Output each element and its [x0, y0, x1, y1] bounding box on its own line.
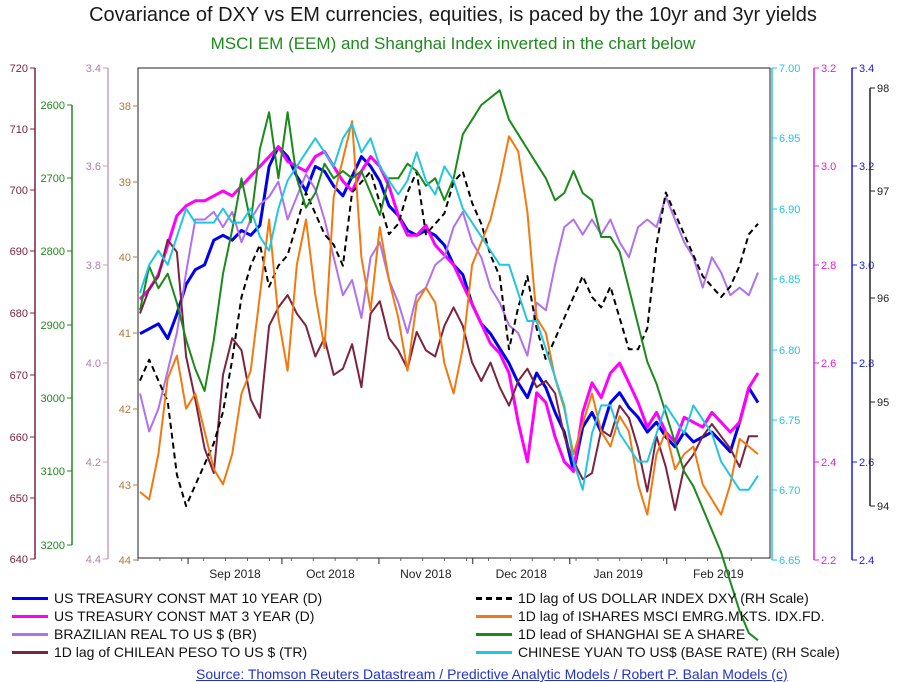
x-tick-label: Dec 2018: [496, 567, 548, 581]
axis-tick-label-ust3r: 2.6: [821, 358, 836, 370]
legend-label: US TREASURY CONST MAT 10 YEAR (D): [54, 590, 323, 606]
legend-item: 1D lag of CHILEAN PESO TO US $ (TR): [12, 644, 307, 660]
legend-label: 1D lag of ISHARES MSCI EMRG.MKTS. IDX.FD…: [518, 608, 825, 624]
legend-label: 1D lag of CHILEAN PESO TO US $ (TR): [54, 644, 308, 660]
axis-tick-label-brl: 39: [119, 177, 131, 189]
axis-tick-label-ust3: 4.2: [86, 457, 101, 469]
axis-tick-label-ust3r: 2.2: [821, 555, 836, 567]
axis-tick-label-ust10: 3.2: [859, 161, 874, 173]
legend-label: CHINESE YUAN TO US$ (BASE RATE) (RH Scal…: [518, 644, 840, 660]
legend-swatch: [476, 614, 512, 618]
axis-tick-label-ust10: 3.4: [859, 63, 874, 75]
axis-tick-label-ust3r: 3.2: [821, 63, 836, 75]
axis-tick-label-ust10: 3.0: [859, 260, 874, 272]
axis-tick-label-dxy: 97: [877, 186, 889, 198]
axis-tick-label-brl: 40: [119, 252, 131, 264]
series-line-5: [139, 120, 759, 516]
axis-tick-label-ust3: 3.4: [86, 63, 101, 75]
source-link[interactable]: Source: Thomson Reuters Datastream / Pre…: [196, 666, 788, 682]
x-tick-label: Sep 2018: [209, 567, 261, 581]
axis-tick-label-brl: 44: [119, 555, 131, 567]
axis-tick-label-chilean: 660: [10, 432, 28, 444]
series-line-2: [139, 173, 759, 433]
axis-tick-label-shanghai: 2900: [41, 320, 65, 332]
axis-tick-label-shanghai: 2800: [41, 246, 65, 258]
legend-item: US TREASURY CONST MAT 10 YEAR (D): [12, 590, 322, 606]
legend-item: US TREASURY CONST MAT 3 YEAR (D): [12, 608, 314, 624]
series-line-4: [139, 170, 759, 507]
axis-tick-label-chilean: 690: [10, 246, 28, 258]
axis-tick-label-dxy: 96: [877, 293, 889, 305]
x-tick-label: Feb 2019: [693, 567, 744, 581]
legend-swatch: [12, 632, 48, 636]
axis-tick-label-cny: 6.80: [779, 345, 800, 357]
legend-item: 1D lag of ISHARES MSCI EMRG.MKTS. IDX.FD…: [476, 608, 825, 624]
axis-tick-label-chilean: 640: [10, 554, 28, 566]
axis-tick-label-ust3: 3.8: [86, 260, 101, 272]
axis-tick-label-shanghai: 3200: [41, 540, 65, 552]
axis-tick-label-shanghai: 2700: [41, 173, 65, 185]
axis-tick-label-cny: 6.75: [779, 415, 800, 427]
axis-tick-label-cny: 6.70: [779, 485, 800, 497]
series-line-0: [139, 145, 760, 473]
axis-tick-label-ust10: 2.4: [859, 555, 874, 567]
legend-item: 1D lead of SHANGHAI SE A SHARE: [476, 626, 745, 642]
legend-label: 1D lag of US DOLLAR INDEX DXY (RH Scale): [518, 590, 809, 606]
axis-tick-label-chilean: 680: [10, 308, 28, 320]
axis-tick-label-shanghai: 3000: [41, 393, 65, 405]
axis-tick-label-cny: 6.85: [779, 274, 800, 286]
axis-tick-label-ust3r: 2.4: [821, 457, 836, 469]
x-tick-label: Nov 2018: [400, 567, 452, 581]
series-line-3: [139, 238, 758, 511]
legend-item: BRAZILIAN REAL TO US $ (BR): [12, 626, 257, 642]
axis-tick-label-cny: 7.00: [779, 63, 800, 75]
legend-label: US TREASURY CONST MAT 3 YEAR (D): [54, 608, 315, 624]
axis-tick-label-ust3: 4.0: [86, 358, 101, 370]
axis-tick-label-ust3: 4.4: [86, 554, 101, 566]
axis-tick-label-cny: 6.90: [779, 204, 800, 216]
axis-tick-label-brl: 42: [119, 404, 131, 416]
axis-tick-label-dxy: 95: [877, 397, 889, 409]
axis-tick-label-cny: 6.95: [779, 133, 800, 145]
legend-label: BRAZILIAN REAL TO US $ (BR): [54, 626, 257, 642]
axis-tick-label-dxy: 98: [877, 83, 889, 95]
x-tick-label: Oct 2018: [306, 567, 355, 581]
legend-swatch: [476, 596, 512, 600]
axis-tick-label-ust10: 2.6: [859, 457, 874, 469]
x-tick-label: Jan 2019: [594, 567, 644, 581]
chart-subtitle: MSCI EM (EEM) and Shanghai Index inverte…: [210, 34, 696, 53]
axis-tick-label-brl: 41: [119, 328, 131, 340]
legend-swatch: [12, 614, 48, 618]
axis-tick-label-ust3r: 2.8: [821, 260, 836, 272]
axis-tick-label-chilean: 670: [10, 370, 28, 382]
legend-label: 1D lead of SHANGHAI SE A SHARE: [518, 626, 746, 642]
axis-tick-label-ust3: 3.6: [86, 161, 101, 173]
axis-tick-label-dxy: 94: [877, 501, 889, 513]
axis-tick-label-brl: 43: [119, 480, 131, 492]
axis-tick-label-chilean: 700: [10, 185, 28, 197]
legend-swatch: [476, 650, 512, 654]
axis-tick-label-brl: 38: [119, 101, 131, 113]
series-line-6: [139, 89, 759, 642]
axis-tick-label-shanghai: 3100: [41, 466, 65, 478]
axis-tick-label-chilean: 710: [10, 124, 28, 136]
axis-tick-label-ust10: 2.8: [859, 358, 874, 370]
axis-tick-label-chilean: 720: [10, 63, 28, 75]
legend-swatch: [12, 650, 48, 654]
legend-swatch: [12, 596, 48, 600]
axis-tick-label-chilean: 650: [10, 493, 28, 505]
legend-item: 1D lag of US DOLLAR INDEX DXY (RH Scale): [476, 590, 809, 606]
series-line-7: [139, 123, 759, 491]
chart-title: Covariance of DXY vs EM currencies, equi…: [89, 4, 817, 26]
axis-tick-label-ust3r: 3.0: [821, 161, 836, 173]
axis-tick-label-shanghai: 2600: [41, 100, 65, 112]
plot-area: [137, 67, 771, 559]
legend-item: CHINESE YUAN TO US$ (BASE RATE) (RH Scal…: [476, 644, 840, 660]
axis-tick-label-cny: 6.65: [779, 555, 800, 567]
legend-swatch: [476, 632, 512, 636]
